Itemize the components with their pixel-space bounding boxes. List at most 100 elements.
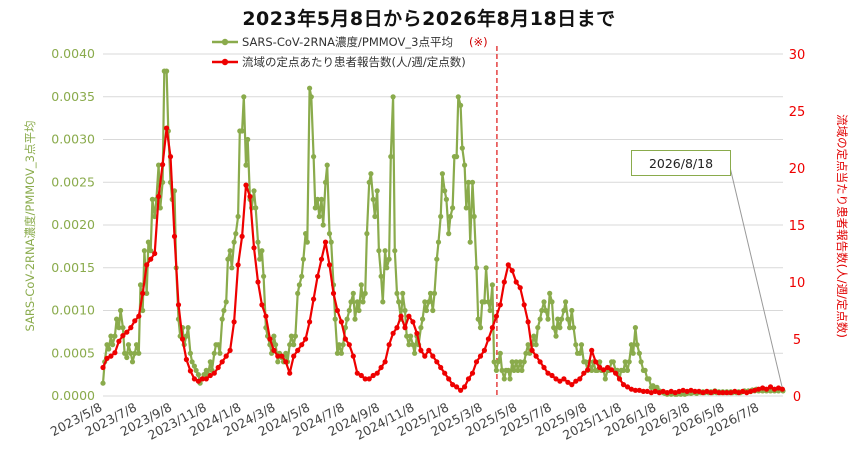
rna-point xyxy=(589,367,595,373)
rna-point xyxy=(426,299,432,305)
patients-point xyxy=(760,385,766,391)
patients-point xyxy=(692,388,698,394)
rna-point xyxy=(569,307,575,314)
rna-point xyxy=(499,367,505,373)
rna-point xyxy=(315,196,321,202)
patients-point xyxy=(660,388,666,394)
grid xyxy=(103,53,783,397)
patients-point xyxy=(144,262,150,268)
patients-point xyxy=(501,279,507,285)
rna-point xyxy=(392,248,398,254)
patients-point xyxy=(581,370,587,376)
patients-point xyxy=(191,376,197,382)
patients-point xyxy=(430,353,436,359)
rna-point xyxy=(602,376,608,382)
rna-point xyxy=(455,94,461,100)
patients-point xyxy=(442,370,448,376)
rna-point xyxy=(255,239,261,245)
patients-point xyxy=(628,386,635,392)
rna-point xyxy=(577,350,583,356)
rna-point xyxy=(567,325,573,331)
rna-point xyxy=(620,367,627,373)
rna-point xyxy=(104,342,110,348)
y-left-tick-label: 0.0040 xyxy=(51,46,95,61)
rna-point xyxy=(326,231,333,237)
patients-point xyxy=(704,388,710,394)
rna-point xyxy=(537,316,543,322)
rna-point xyxy=(140,307,146,314)
rna-point xyxy=(308,94,314,100)
patients-point xyxy=(350,353,356,359)
rna-point xyxy=(404,333,410,339)
rna-point xyxy=(149,196,155,202)
patients-point xyxy=(167,154,174,160)
patients-point xyxy=(668,388,674,394)
rna-point xyxy=(507,376,513,382)
rna-point xyxy=(114,316,120,322)
patients-point xyxy=(744,390,750,396)
rna-point xyxy=(259,248,265,254)
rna-point xyxy=(257,256,263,262)
rna-point xyxy=(328,239,334,245)
rna-point xyxy=(388,154,394,160)
rna-point xyxy=(145,239,151,245)
patients-point xyxy=(565,379,571,385)
rna-point xyxy=(497,350,503,356)
patients-point xyxy=(140,290,146,296)
patients-point xyxy=(156,193,162,200)
patients-point xyxy=(771,386,778,392)
rna-point xyxy=(122,350,128,356)
patients-point xyxy=(291,353,297,359)
rna-point xyxy=(535,325,541,331)
rna-point xyxy=(225,256,231,262)
patients-point xyxy=(255,279,261,285)
patients-point xyxy=(454,384,460,390)
patients-point xyxy=(406,313,412,319)
patients-point xyxy=(410,319,416,325)
rna-point xyxy=(324,162,330,168)
rna-point xyxy=(406,342,412,348)
patients-point xyxy=(573,378,579,384)
rna-point xyxy=(358,282,364,288)
y-right-tick-label: 0 xyxy=(793,390,801,405)
rna-point xyxy=(493,367,499,373)
patients-point xyxy=(517,285,523,291)
y-left-tick-label: 0.0005 xyxy=(51,345,95,360)
legend-swatch-rna xyxy=(212,38,238,46)
legend-label-rna: SARS-CoV-2RNA濃度/PMMOV_3点平均 xyxy=(242,35,453,49)
patients-point xyxy=(207,372,213,379)
patients-point xyxy=(315,273,321,279)
patients-point xyxy=(712,388,718,394)
rna-point xyxy=(418,325,424,331)
rna-point xyxy=(356,307,362,314)
patients-point xyxy=(283,359,289,365)
rna-point xyxy=(511,367,517,373)
patients-point xyxy=(716,390,722,396)
rna-point xyxy=(400,290,406,296)
y-left-tick-label: 0.0035 xyxy=(51,89,95,104)
rna-point xyxy=(473,265,480,271)
patients-point xyxy=(672,390,678,396)
rna-point xyxy=(477,325,484,331)
rna-point xyxy=(374,188,380,194)
rna-point xyxy=(519,367,525,373)
rna-point xyxy=(223,299,229,305)
rna-point xyxy=(422,299,428,305)
patients-point xyxy=(414,330,420,336)
rna-point xyxy=(233,231,239,237)
patients-point xyxy=(215,364,221,371)
patients-point xyxy=(275,353,281,359)
rna-point xyxy=(402,307,408,314)
patients-point xyxy=(326,262,333,268)
patients-point xyxy=(577,376,583,382)
patients-point xyxy=(684,388,690,394)
patients-point xyxy=(700,390,706,396)
rna-point xyxy=(187,350,193,356)
patients-point xyxy=(378,364,384,371)
patients-point xyxy=(104,355,110,361)
legend-swatch-patients xyxy=(212,58,238,66)
rna-point xyxy=(509,359,515,365)
patients-point xyxy=(569,382,575,388)
rna-point xyxy=(555,316,561,322)
rna-point xyxy=(384,265,390,271)
